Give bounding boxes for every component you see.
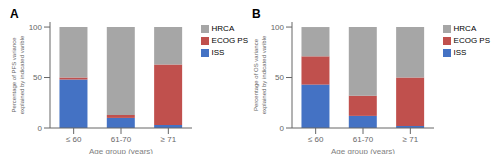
svg-text:Age group (years): Age group (years)	[331, 147, 395, 154]
html-text:HRCA: HRCA	[453, 24, 477, 33]
html-text:B: B	[252, 7, 261, 21]
svg-text:Age group (years): Age group (years)	[89, 147, 153, 154]
svg-text:100: 100	[271, 23, 285, 32]
svg-text:100: 100	[29, 23, 43, 32]
svg-text:50: 50	[275, 73, 284, 82]
html-text:ECOG PS: ECOG PS	[211, 36, 248, 45]
svg-text:≥ 71: ≥ 71	[161, 135, 177, 144]
html-text:A: A	[10, 7, 19, 21]
html-text:HRCA: HRCA	[211, 24, 235, 33]
svg-text:0: 0	[280, 124, 285, 133]
svg-text:≤ 60: ≤ 60	[66, 135, 82, 144]
svg-text:61-70: 61-70	[353, 135, 374, 144]
html-text:ECOG PS: ECOG PS	[453, 36, 490, 45]
svg-text:0: 0	[38, 124, 43, 133]
svg-text:≥ 71: ≥ 71	[403, 135, 419, 144]
svg-text:Percentage of OS varianceexpla: Percentage of OS varianceexplained by in…	[253, 35, 266, 114]
svg-text:Percentage of PFS varianceexpl: Percentage of PFS varianceexplained by i…	[11, 35, 24, 114]
svg-text:61-70: 61-70	[111, 135, 132, 144]
html-text:ISS: ISS	[453, 48, 467, 57]
svg-text:≤ 60: ≤ 60	[308, 135, 324, 144]
html-text:ISS: ISS	[211, 48, 225, 57]
svg-text:50: 50	[33, 73, 42, 82]
